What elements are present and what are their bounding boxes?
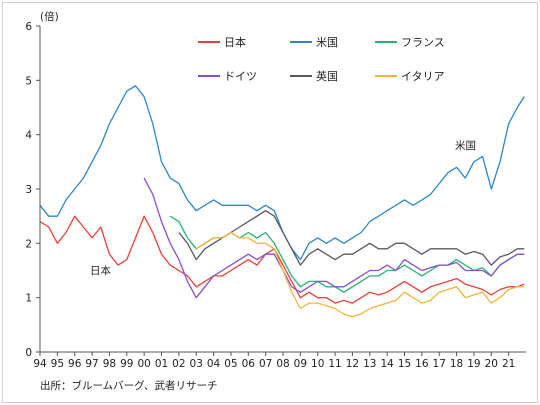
y-tick-label: 2 <box>25 238 32 250</box>
x-tick-label: 20 <box>485 358 498 370</box>
x-tick-label: 16 <box>415 358 429 370</box>
legend-label: 英国 <box>316 69 338 83</box>
x-tick-label: 05 <box>224 358 237 370</box>
x-tick-label: 94 <box>33 358 47 370</box>
annotation-japan: 日本 <box>90 264 111 277</box>
x-tick-label: 01 <box>155 358 168 370</box>
x-tick-label: 04 <box>207 358 221 370</box>
x-tick-label: 95 <box>51 358 64 370</box>
y-tick-label: 4 <box>25 130 32 142</box>
series-line-4 <box>178 210 525 266</box>
x-tick-label: 11 <box>328 358 341 370</box>
x-tick-label: 12 <box>346 358 359 370</box>
source-note: 出所：ブルームバーグ、武者リサーチ <box>40 379 217 392</box>
series-line-5 <box>195 231 525 318</box>
y-tick-label: 1 <box>25 293 32 305</box>
x-tick-label: 17 <box>433 358 446 370</box>
legend-label: フランス <box>401 36 445 49</box>
annotation-us: 米国 <box>455 139 476 152</box>
x-tick-label: 08 <box>276 358 289 370</box>
y-tick-label: 6 <box>25 21 32 33</box>
series-line-1 <box>39 85 525 261</box>
x-tick-label: 10 <box>311 358 324 370</box>
legend-label: ドイツ <box>224 70 257 83</box>
x-tick-label: 03 <box>190 358 203 370</box>
legend-label: イタリア <box>401 70 445 83</box>
x-tick-label: 19 <box>467 358 480 370</box>
series-line-3 <box>143 177 525 299</box>
x-tick-label: 07 <box>259 358 272 370</box>
y-axis: 0 1 2 3 4 5 6 <box>25 21 40 359</box>
x-tick-label: 15 <box>398 358 411 370</box>
x-tick-label: 00 <box>137 358 150 370</box>
series-line-0 <box>39 215 525 304</box>
x-tick-label: 06 <box>242 358 256 370</box>
x-axis: 94 95 96 97 98 99 00 01 02 03 04 05 06 07 08 09 10 11 12 13… <box>33 352 515 370</box>
series-lines <box>39 85 525 318</box>
legend-label: 日本 <box>224 35 246 49</box>
x-tick-label: 99 <box>120 358 133 370</box>
y-tick-label: 5 <box>25 75 32 87</box>
x-tick-label: 96 <box>68 358 82 370</box>
legend-label: 米国 <box>316 36 338 49</box>
x-tick-label: 14 <box>380 358 394 370</box>
x-tick-label: 09 <box>294 358 307 370</box>
y-tick-label: 0 <box>25 347 32 359</box>
x-tick-label: 21 <box>502 358 515 370</box>
x-tick-label: 13 <box>363 358 376 370</box>
y-axis-unit: (倍) <box>40 10 59 23</box>
x-tick-label: 18 <box>450 358 463 370</box>
y-tick-label: 3 <box>25 184 32 196</box>
x-tick-label: 02 <box>172 358 185 370</box>
x-tick-label: 98 <box>103 358 116 370</box>
x-tick-label: 97 <box>85 358 98 370</box>
